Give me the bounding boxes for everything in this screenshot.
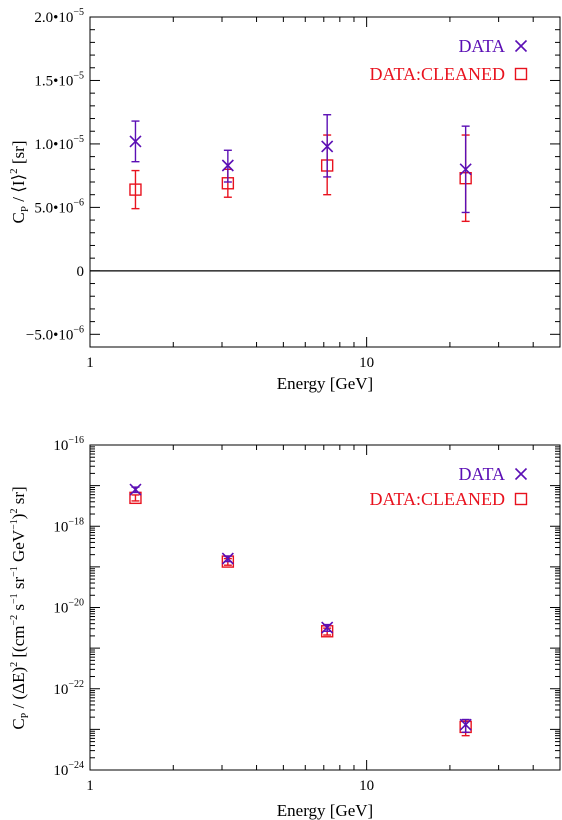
data-point	[459, 125, 472, 214]
x-tick-label: 1	[86, 778, 94, 794]
x-tick-label: 10	[359, 355, 374, 371]
data-x-marker	[321, 621, 334, 634]
y-tick-label: 1.5•10−5	[34, 70, 84, 89]
top-panel: 2.0•10−5 1.5•10−5 1.0•10−5 5.0•10−6 0 −5.0•10…	[8, 7, 561, 393]
data-x-marker	[321, 140, 334, 153]
top-ticks	[89, 16, 561, 348]
bottom-x-tick-labels: 1 10	[86, 778, 374, 794]
data-point	[321, 621, 334, 634]
bottom-legend-cleaned-label: DATA:CLEANED	[369, 489, 505, 509]
top-legend-data-label: DATA	[458, 36, 505, 56]
y-tick-label: 10−24	[53, 760, 84, 779]
data-x-marker	[459, 718, 472, 731]
legend-square-marker	[514, 492, 528, 506]
data-point	[221, 552, 234, 565]
data-x-marker	[459, 163, 472, 176]
data-point	[129, 120, 142, 163]
bottom-legend-data-x-icon	[514, 467, 528, 481]
top-x-axis-label: Energy [GeV]	[277, 374, 373, 393]
top-x-tick-labels: 1 10	[86, 355, 374, 371]
bottom-x-axis-label: Energy [GeV]	[277, 801, 373, 820]
data-point	[459, 718, 472, 733]
y-tick-label: 10−22	[53, 679, 84, 698]
x-tick-label: 10	[359, 778, 374, 794]
data-x-marker	[129, 135, 142, 148]
cleaned-point	[129, 169, 142, 210]
top-y-axis-label: CP / ⟨I⟩2 [sr]	[8, 141, 31, 224]
data-point	[129, 483, 142, 496]
data-x-marker	[221, 159, 234, 172]
bottom-ticks	[89, 445, 561, 771]
x-tick-label: 1	[86, 355, 94, 371]
data-x-marker	[221, 552, 234, 565]
y-tick-label: 10−18	[53, 516, 84, 535]
top-legend-cleaned-label: DATA:CLEANED	[369, 64, 505, 84]
bottom-legend-cleaned-square-icon	[514, 492, 528, 506]
data-x-marker	[129, 483, 142, 496]
y-tick-label: 2.0•10−5	[34, 7, 84, 26]
data-point	[321, 114, 334, 178]
bottom-y-tick-labels: 10−16 10−18 10−20 10−22 10−24	[53, 435, 84, 779]
bottom-data-marks	[129, 483, 472, 737]
cleaned-square-marker	[129, 183, 142, 196]
y-tick-label: 1.0•10−5	[34, 134, 84, 153]
y-tick-label: 0	[77, 264, 85, 280]
bottom-panel: 10−16 10−18 10−20 10−22 10−24 1 10 Energy [Ge…	[9, 435, 561, 820]
y-tick-label: 10−20	[53, 598, 84, 617]
y-tick-label: −5.0•10−6	[26, 324, 84, 343]
bottom-legend: DATA DATA:CLEANED	[369, 464, 528, 509]
top-legend-cleaned-square-icon	[514, 67, 528, 81]
y-tick-label: 5.0•10−6	[34, 197, 84, 216]
bottom-y-axis-label: CP / (ΔE)2 [(cm−2 s−1 sr−1 GeV−1)2 sr]	[9, 486, 31, 729]
data-point	[221, 149, 234, 183]
legend-x-marker	[514, 467, 528, 481]
top-y-tick-labels: 2.0•10−5 1.5•10−5 1.0•10−5 5.0•10−6 0 −5.0•10…	[26, 7, 84, 343]
top-legend: DATA DATA:CLEANED	[369, 36, 528, 84]
legend-square-marker	[514, 67, 528, 81]
top-legend-data-x-icon	[514, 39, 528, 53]
y-tick-label: 10−16	[53, 435, 84, 454]
top-data-marks	[129, 114, 472, 223]
bottom-legend-data-label: DATA	[458, 464, 505, 484]
legend-x-marker	[514, 39, 528, 53]
